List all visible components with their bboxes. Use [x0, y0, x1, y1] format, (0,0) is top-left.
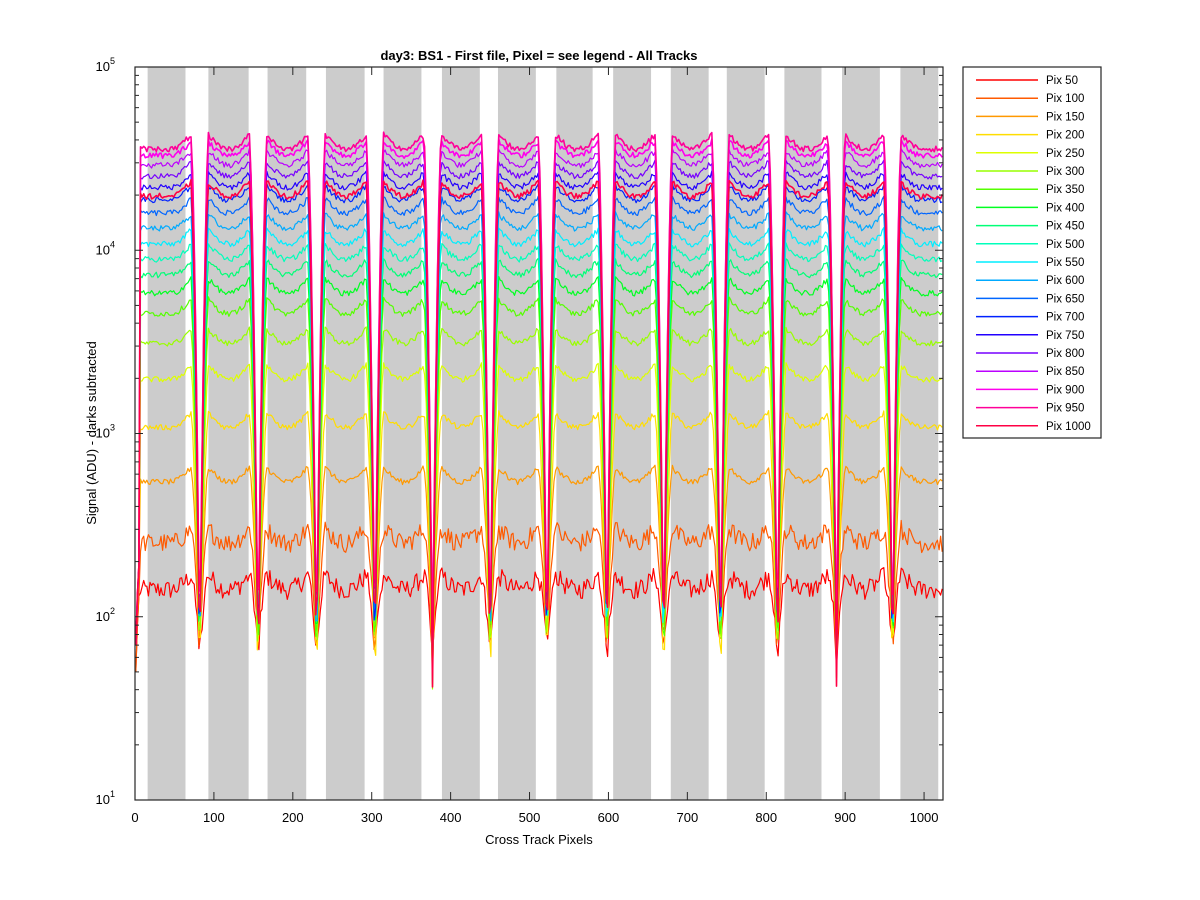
series-line-pix-350 — [135, 296, 943, 685]
legend-box — [962, 66, 1102, 439]
legend-entry-label: Pix 700 — [1046, 312, 1084, 324]
series-line-pix-400 — [135, 276, 943, 679]
legend-entry-label: Pix 750 — [1046, 330, 1084, 342]
legend-entry-label: Pix 600 — [1046, 275, 1084, 287]
legend-entry-label: Pix 200 — [1046, 130, 1084, 142]
y-tick-label: 104 — [96, 239, 115, 257]
legend-entry-label: Pix 300 — [1046, 166, 1084, 178]
legend-entry-label: Pix 850 — [1046, 366, 1084, 378]
legend-entry-label: Pix 150 — [1046, 111, 1084, 123]
chart-title: day3: BS1 - First file, Pixel = see lege… — [380, 48, 697, 63]
series-line-pix-300 — [135, 326, 943, 690]
y-tick-label: 105 — [96, 56, 115, 74]
legend-entry-label: Pix 500 — [1046, 239, 1084, 251]
legend-entry-label: Pix 400 — [1046, 202, 1084, 214]
series-line-pix-250 — [135, 362, 943, 664]
x-tick-label: 800 — [755, 810, 777, 825]
shaded-band-10 — [670, 67, 709, 800]
x-tick-label: 1000 — [910, 810, 939, 825]
x-tick-label: 300 — [361, 810, 383, 825]
shaded-band-1 — [147, 67, 186, 800]
series-line-pix-200 — [135, 410, 943, 678]
legend-entry-label: Pix 550 — [1046, 257, 1084, 269]
legend-entry-label: Pix 450 — [1046, 221, 1084, 233]
series-line-pix-450 — [135, 257, 943, 658]
legend-entry-label: Pix 650 — [1046, 293, 1084, 305]
x-axis: 0 100 200 300 400 500 600 700 800 900 1000 — [131, 67, 939, 825]
series-lines — [135, 131, 943, 690]
x-tick-label: 400 — [440, 810, 462, 825]
shaded-band-4 — [325, 67, 365, 800]
legend-entry-label: Pix 350 — [1046, 184, 1084, 196]
series-line-pix-550 — [135, 227, 943, 671]
legend-entry-label: Pix 800 — [1046, 348, 1084, 360]
shaded-band-5 — [383, 67, 422, 800]
shaded-band-8 — [556, 67, 593, 800]
shaded-band-14 — [900, 67, 939, 800]
legend-entry-label: Pix 1000 — [1046, 421, 1091, 433]
series-line-pix-500 — [135, 242, 943, 682]
legend-entry-label: Pix 900 — [1046, 384, 1084, 396]
series-line-pix-100 — [135, 519, 943, 672]
x-tick-label: 500 — [519, 810, 541, 825]
x-tick-label: 700 — [676, 810, 698, 825]
x-axis-label: Cross Track Pixels — [485, 832, 593, 847]
shaded-band-9 — [613, 67, 652, 800]
legend-entry-label: Pix 950 — [1046, 403, 1084, 415]
shaded-band-2 — [208, 67, 249, 800]
x-tick-label: 0 — [131, 810, 138, 825]
x-tick-label: 200 — [282, 810, 304, 825]
legend-entry-label: Pix 250 — [1046, 148, 1084, 160]
legend: Pix 50 Pix 100 Pix 150 Pix 200 Pix 250 Pix 30… — [962, 66, 1102, 439]
shaded-band-12 — [784, 67, 822, 800]
legend-entry-label: Pix 50 — [1046, 75, 1078, 87]
y-tick-label: 101 — [96, 789, 115, 807]
series-line-pix-1000 — [135, 178, 943, 688]
y-tick-label: 103 — [96, 423, 115, 441]
x-tick-label: 100 — [203, 810, 225, 825]
legend-entry-label: Pix 100 — [1046, 93, 1084, 105]
x-tick-label: 900 — [834, 810, 856, 825]
series-line-pix-150 — [135, 464, 943, 655]
y-tick-label: 102 — [96, 606, 115, 624]
y-axis-label: Signal (ADU) - darks subtracted — [84, 341, 99, 525]
series-line-pix-950 — [135, 131, 943, 646]
x-tick-label: 600 — [598, 810, 620, 825]
series-line-pix-50 — [135, 566, 943, 672]
y-axis: 101 102 103 104 105 — [96, 56, 943, 807]
shaded-band-6 — [441, 67, 480, 800]
series-line-pix-600 — [135, 211, 943, 661]
